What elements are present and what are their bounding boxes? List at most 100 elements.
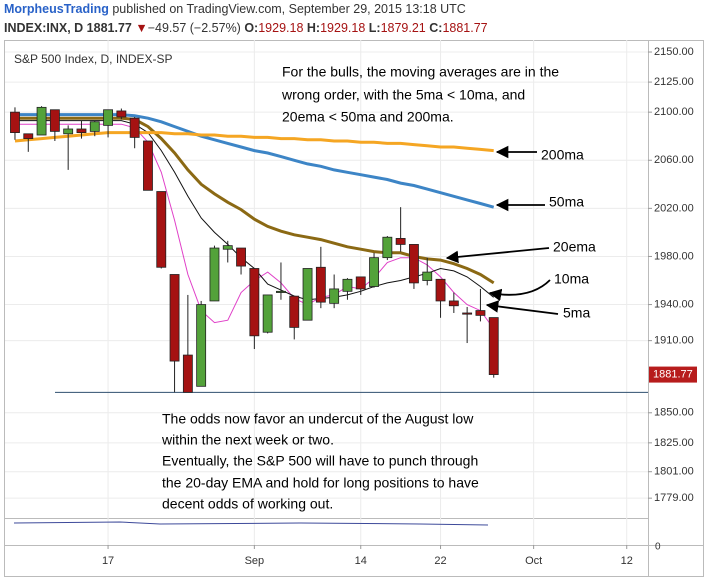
annotations: For the bulls, the moving averages are i…	[161, 64, 596, 512]
ma-label: 20ema	[553, 239, 596, 255]
candle-body	[209, 247, 220, 302]
candle-body	[89, 121, 100, 132]
candle-body	[342, 278, 353, 292]
candle-body	[76, 128, 87, 133]
ma-label: 10ma	[554, 271, 589, 287]
header-line2: INDEX:INX, D 1881.77 ▼−49.57 (−2.57%) O:…	[4, 21, 488, 35]
l-label: L:	[369, 21, 381, 35]
candle-body	[236, 247, 246, 267]
y-tick-label: 2060.00	[654, 154, 694, 166]
ma-label: 50ma	[549, 194, 584, 210]
annotation: within the next week or two.	[161, 432, 334, 448]
y-tick-label: 2125.00	[654, 76, 694, 88]
candle-body	[435, 278, 446, 302]
candle-body	[249, 268, 260, 337]
c-label: C:	[429, 21, 442, 35]
candle-body	[182, 354, 193, 393]
candle-body	[329, 288, 340, 304]
candle-body	[462, 312, 473, 315]
candle-body	[49, 109, 60, 132]
y-tick-label: 2020.00	[654, 202, 694, 214]
arrow	[445, 247, 550, 264]
candle-body	[36, 106, 47, 136]
header-line1: MorpheusTrading published on TradingView…	[4, 2, 466, 16]
o-label: O:	[244, 21, 258, 35]
candle-body	[103, 109, 113, 126]
candle-body	[382, 236, 393, 259]
y-tick-label: 2100.00	[654, 106, 694, 118]
o-value: 1929.18	[258, 21, 303, 35]
candle-body	[169, 274, 180, 362]
annotation: wrong order, with the 5ma < 10ma, and	[281, 87, 525, 103]
published: published on TradingView.com, September …	[112, 2, 465, 16]
last: 1881.77	[87, 21, 132, 35]
annotation: decent odds of working out.	[162, 496, 333, 512]
x-tick-label: 12	[621, 555, 633, 567]
arrows	[445, 145, 559, 315]
annotation: 20ema < 50ma and 200ma.	[282, 109, 454, 125]
candle-body	[156, 191, 167, 268]
candle-body	[369, 257, 379, 287]
candle-body	[276, 290, 286, 293]
y-tick-label: 1779.00	[654, 492, 694, 504]
annotation: the 20-day EMA and hold for long positio…	[162, 475, 479, 491]
arrow	[488, 279, 551, 302]
candle-body	[409, 244, 419, 284]
candle-body	[143, 140, 153, 191]
x-tick-label: 22	[434, 555, 446, 567]
candle-body	[488, 317, 499, 375]
h-label: H:	[307, 21, 320, 35]
y-tick-label: 1940.00	[654, 298, 694, 310]
candle-body	[315, 266, 326, 303]
candle-body	[395, 238, 406, 245]
indicator-line	[13, 521, 489, 526]
last-price-box	[649, 366, 697, 383]
chart-title: S&P 500 Index, D, INDEX-SP	[14, 52, 173, 66]
ma-line	[15, 113, 495, 209]
y-tick-label: 1980.00	[654, 250, 694, 262]
candle-body	[222, 245, 233, 250]
candle-body	[10, 111, 20, 133]
y-tick-label: 1850.00	[654, 407, 694, 419]
x-tick-label: Sep	[245, 555, 265, 567]
last-price-label: 1881.77	[653, 368, 693, 380]
candle-body	[475, 310, 486, 316]
x-tick-label: Oct	[525, 555, 542, 567]
annotation: The odds now favor an undercut of the Au…	[162, 411, 474, 427]
candle-body	[23, 133, 34, 140]
publisher[interactable]: MorpheusTrading	[4, 2, 109, 16]
candle-body	[196, 304, 207, 387]
frame	[4, 40, 704, 577]
plot	[10, 106, 648, 393]
candle-body	[422, 271, 433, 281]
candle-body	[262, 294, 273, 333]
candle-body	[116, 110, 127, 118]
candle-body	[63, 128, 74, 135]
h-value: 1929.18	[320, 21, 365, 35]
c-value: 1881.77	[442, 21, 487, 35]
candle-body	[355, 276, 366, 290]
y-tick-label: 1801.00	[654, 466, 694, 478]
indicator-axis-label: 0	[655, 542, 661, 553]
change-arrow: ▼	[135, 21, 147, 35]
arrow	[485, 300, 559, 315]
l-value: 1879.21	[381, 21, 426, 35]
y-tick-label: 2150.00	[654, 46, 694, 58]
x-tick-label: 17	[102, 555, 114, 567]
axes: 2150.00 2125.00 2100.00 2060.00 2020.00 1980.…	[102, 46, 697, 567]
annotation: For the bulls, the moving averages are i…	[282, 64, 559, 80]
candle-body	[289, 295, 300, 328]
symbol: INDEX:INX, D	[4, 21, 83, 35]
ma-label: 5ma	[563, 305, 590, 321]
y-tick-label: 1910.00	[654, 335, 694, 347]
change: −49.57 (−2.57%)	[148, 21, 241, 35]
annotation: Eventually, the S&P 500 will have to pun…	[162, 453, 478, 469]
x-tick-label: 14	[355, 555, 367, 567]
candle-body	[129, 117, 140, 138]
candle-body	[302, 268, 313, 321]
candle-body	[448, 300, 459, 307]
ma-label: 200ma	[541, 147, 584, 163]
y-tick-label: 1825.00	[654, 437, 694, 449]
